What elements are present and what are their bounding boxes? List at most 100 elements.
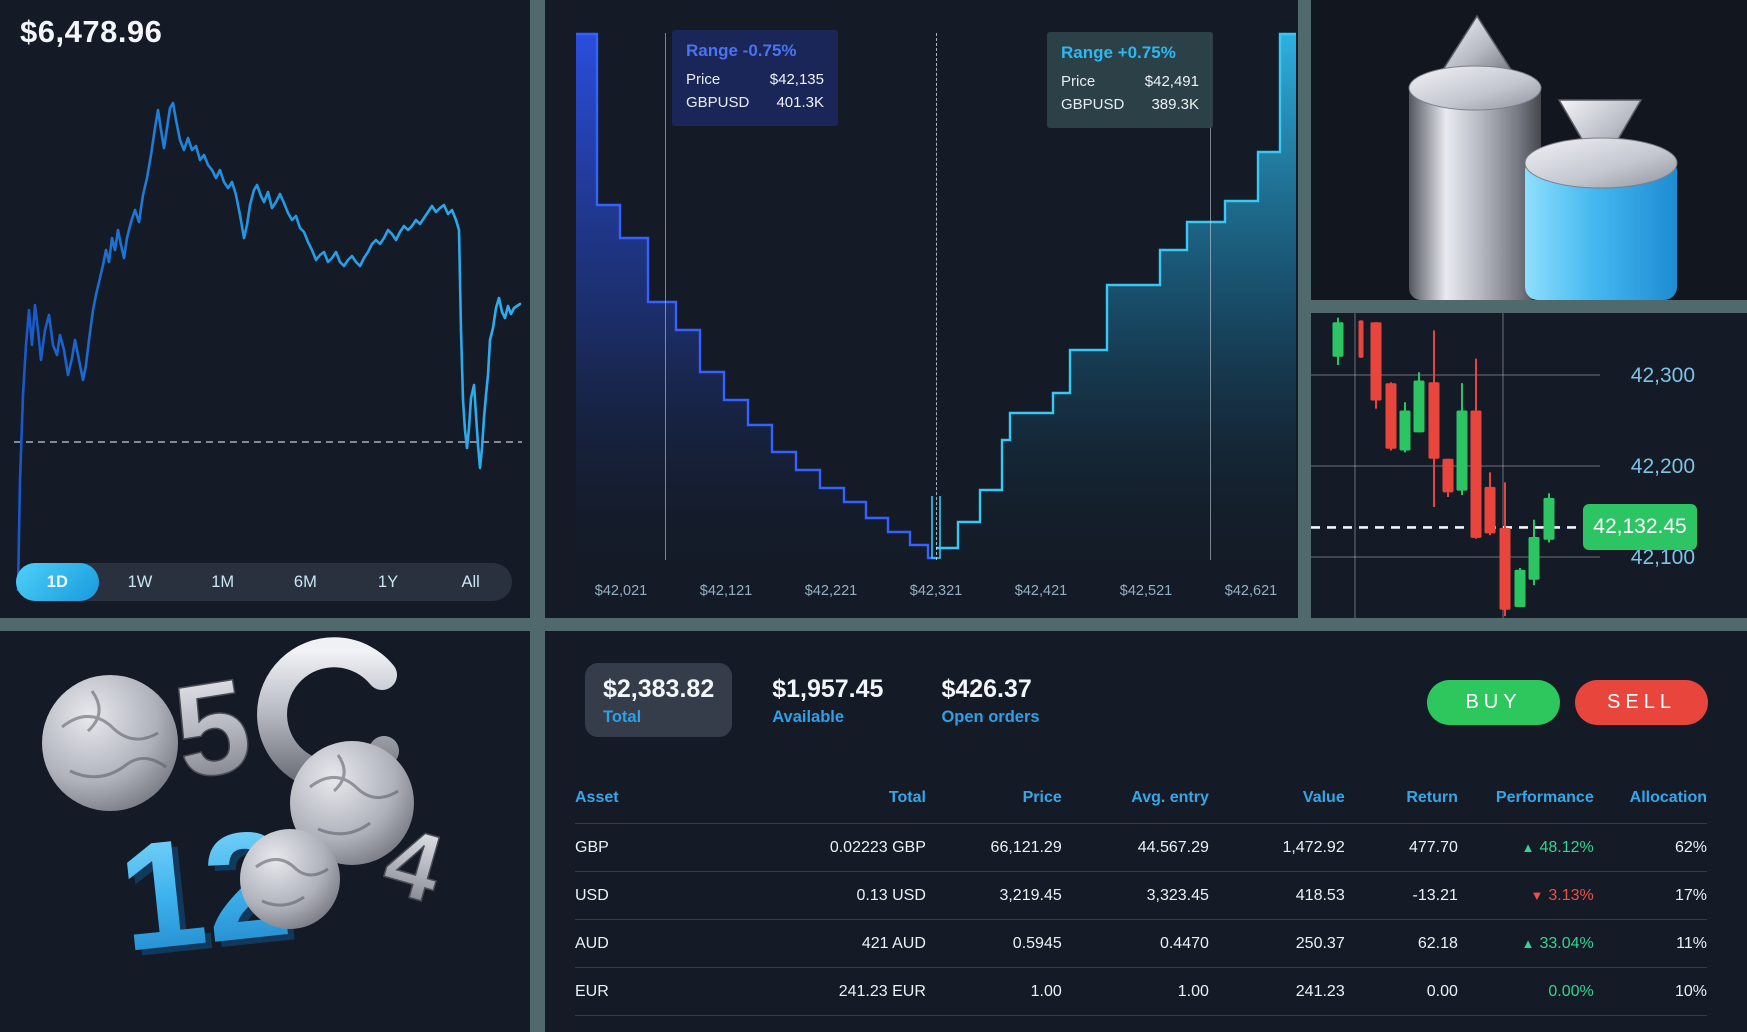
candle-body-up [1456,410,1468,491]
candle-body-down [1385,383,1397,449]
depth-x-tick: $42,521 [1119,583,1173,599]
range-1y-button[interactable]: 1Y [377,572,399,591]
stat-label: Open orders [941,708,1040,726]
candle-body-down [1484,486,1496,534]
pair-label: GBPUSD [686,94,750,111]
asset-name: GBP [575,838,609,856]
triangle-up-icon: ▲ [1521,839,1535,855]
bid-range-title: Range -0.75% [686,41,797,60]
stat-total[interactable]: $2,383.82 Total [585,663,733,737]
allocation-cell: 62% [1674,838,1707,856]
column-header-price: Price [1022,789,1062,806]
range-1w-button[interactable]: 1W [127,572,153,591]
column-header-avg-entry: Avg. entry [1131,789,1209,806]
depth-x-tick: $42,021 [594,583,648,599]
cell-value: 3,219.45 [999,886,1062,904]
hero-panel [1311,0,1747,300]
account-panel: $2,383.82 Total $1,957.45 Available $426.37 O… [545,631,1747,1032]
buy-button[interactable]: BUY [1427,680,1560,725]
candle-body-down [1442,458,1454,493]
crumpled-ball [240,829,340,929]
depth-x-tick: $42,421 [1014,583,1068,599]
candlestick-panel: 42,300 42,200 42,100 42,132.45 [1311,313,1747,618]
price-line [16,101,522,592]
volume-value: 389.3K [1151,96,1199,113]
triangle-up-icon: ▲ [1521,935,1535,951]
account-stats: $2,383.82 Total $1,957.45 Available $426.37 O… [585,663,1080,737]
cell-value: -13.21 [1412,886,1458,904]
pair-label: GBPUSD [1061,96,1125,113]
buy-sell-bars-3d-illustration [1408,14,1678,300]
silver-bar [1409,82,1541,300]
candle-body-up [1543,497,1555,540]
column-header-value: Value [1302,789,1345,806]
depth-x-tick: $42,121 [699,583,753,599]
triangle-down-icon [1557,99,1643,172]
time-range-selector: 1D 1W 1M 6M 1Y All [16,563,512,601]
price-label: Price [1061,73,1096,90]
mid-price-dashed-line [936,33,937,560]
numbers-3d-illustration: 5 12 12 4 [42,637,455,989]
depth-x-tick: $42,621 [1224,583,1278,599]
asset-name: AUD [575,934,609,952]
depth-x-tick: $42,221 [804,583,858,599]
stat-value: $1,957.45 [772,675,884,703]
stat-label: Available [772,708,845,726]
column-header-return: Return [1406,789,1458,806]
stat-available[interactable]: $1,957.45 Available [754,663,901,737]
stat-value: $426.37 [941,675,1032,703]
bids-area [576,34,936,560]
portfolio-panel: $6,478.96 1D 1W 1M 6M 1Y All [0,0,530,618]
price-label: Price [686,71,721,88]
allocation-cell: 10% [1674,982,1707,1000]
candle-body-down [1358,320,1364,358]
cell-value: 1.00 [1177,982,1209,1000]
price-tick-label: 42,100 [1631,546,1695,569]
holdings-row-usd[interactable]: USD 0.13 USD 3,219.45 3,323.45 418.53 -13.21 ▼… [575,871,1707,920]
range-6m-button[interactable]: 6M [293,572,317,591]
asks-area [936,34,1296,560]
range-1m-button[interactable]: 1M [211,572,235,591]
holdings-row-gbp[interactable]: GBP 0.02223 GBP 66,121.29 44.567.29 1,472.92… [575,823,1707,872]
cell-value: 0.5945 [1012,934,1062,952]
blue-bar [1525,158,1677,300]
candle-body-up [1514,569,1526,608]
range-all-button[interactable]: All [461,572,480,591]
holdings-row-aud[interactable]: AUD 421 AUD 0.5945 0.4470 250.37 62.18 ▲ 33.04%… [575,919,1707,968]
candle-body-up [1528,536,1540,580]
depth-chart-panel: Range -0.75% Price $42,135 GBPUSD 401.3K R… [545,0,1298,618]
trade-buttons: BUY SELL [1427,680,1708,725]
price-tick-label: 42,200 [1631,455,1695,478]
asset-name: USD [575,886,609,904]
stat-open-orders[interactable]: $426.37 Open orders [923,663,1057,737]
cell-value: 44.567.29 [1137,838,1209,856]
ask-range-title: Range +0.75% [1061,43,1176,62]
bids-step-line [576,32,936,560]
digit-5: 5 [164,650,260,807]
price-value: $42,135 [769,71,824,88]
range-1d-button[interactable]: 1D [16,563,99,601]
cell-value: 62.18 [1417,934,1458,952]
cell-value: 66,121.29 [990,838,1062,856]
cell-value: 477.70 [1408,838,1458,856]
holdings-section: Asset Total Price Avg. entry Value Return Perf… [575,775,1707,1016]
crumpled-ball [42,675,178,811]
holdings-row-eur[interactable]: EUR 241.23 EUR 1.00 1.00 241.23 0.00 0.00% 10% [575,967,1707,1016]
cell-value: 241.23 [1295,982,1345,1000]
cell-value: 1,472.92 [1282,838,1345,856]
performance-cell: ▲ 48.12% [1521,838,1594,856]
holdings-header-row: Asset Total Price Avg. entry Value Return Perf… [575,775,1707,824]
candle-body-down [1470,410,1482,538]
price-value: $42,491 [1144,73,1199,90]
column-header-allocation: Allocation [1629,789,1707,806]
column-header-asset: Asset [575,789,619,806]
cell-value: 0.00 [1426,982,1458,1000]
stat-value: $2,383.82 [603,675,715,703]
depth-chart [576,32,1296,560]
sell-button[interactable]: SELL [1575,680,1708,725]
candle-body-down [1428,382,1440,459]
cell-value: 0.13 USD [856,886,926,904]
last-price-badge: 42,132.45 [1583,504,1697,550]
allocation-cell: 11% [1676,934,1707,952]
cell-value: 421 AUD [861,934,926,952]
